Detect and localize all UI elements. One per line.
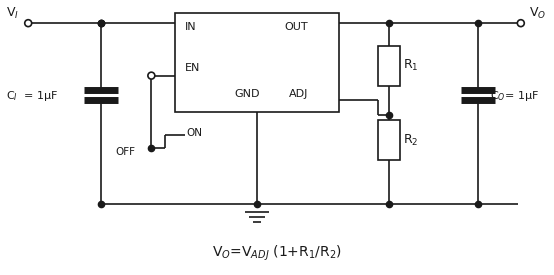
Text: OUT: OUT bbox=[284, 22, 308, 32]
Text: V$_{O}$: V$_{O}$ bbox=[529, 6, 546, 21]
Text: EN: EN bbox=[185, 63, 201, 73]
Bar bbox=[378, 120, 399, 160]
Text: R$_{1}$: R$_{1}$ bbox=[403, 58, 418, 73]
Text: OFF: OFF bbox=[116, 147, 136, 157]
Text: GND: GND bbox=[235, 89, 260, 100]
Text: C$_{O}$= 1μF: C$_{O}$= 1μF bbox=[490, 89, 539, 103]
Text: ADJ: ADJ bbox=[289, 89, 309, 100]
Bar bbox=[378, 46, 399, 86]
Text: V$_{I}$: V$_{I}$ bbox=[6, 6, 19, 21]
Text: IN: IN bbox=[185, 22, 197, 32]
Text: R$_{2}$: R$_{2}$ bbox=[403, 133, 418, 147]
Bar bbox=[175, 13, 339, 112]
Text: ON: ON bbox=[186, 128, 202, 138]
Text: V$_{O}$=V$_{ADJ}$ (1+R$_{1}$/R$_{2}$): V$_{O}$=V$_{ADJ}$ (1+R$_{1}$/R$_{2}$) bbox=[212, 244, 341, 263]
Text: C$_{I}$  = 1μF: C$_{I}$ = 1μF bbox=[6, 89, 59, 103]
